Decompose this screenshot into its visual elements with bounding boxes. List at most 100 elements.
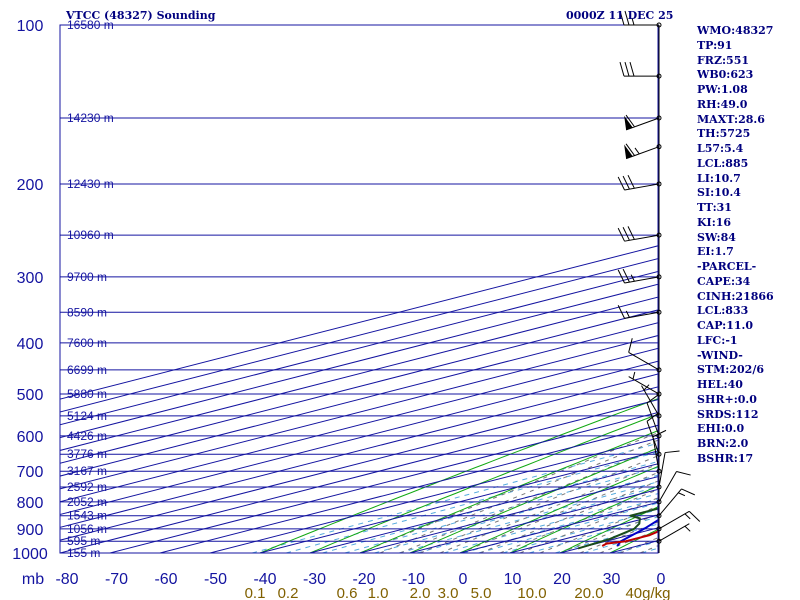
wind-barb-flag [652, 429, 667, 438]
temperature-tick-label: -70 [105, 571, 128, 588]
isotherm [209, 437, 658, 553]
wind-barb-staff [628, 376, 660, 395]
wind-barb-station [656, 413, 662, 419]
wind-barb [619, 10, 662, 28]
height-label: 2052 m [67, 495, 107, 509]
height-label: 3776 m [67, 447, 107, 461]
index-item: HEL:40 [697, 378, 743, 391]
index-item: -WIND- [697, 348, 743, 362]
height-label: 8590 m [67, 305, 107, 319]
wind-barb [656, 488, 695, 519]
wind-barb-station [656, 538, 662, 544]
wind-barb-station [656, 513, 662, 519]
index-item: PW:1.08 [697, 83, 748, 96]
moist-adiabat [439, 463, 658, 553]
mixing-ratio-label: 0.6 [337, 585, 358, 600]
wind-barb-staff [658, 523, 690, 542]
pressure-tick-label: 500 [17, 387, 44, 404]
pressure-tick-label: 1000 [12, 546, 48, 563]
wind-barb-flag [681, 488, 695, 496]
wind-barb-flag [676, 471, 691, 476]
height-label: 5880 m [67, 387, 107, 401]
pressure-tick-label: 700 [17, 464, 44, 481]
mixing-ratio-label: 5.0 [471, 585, 492, 600]
pressure-unit-label: mb [22, 571, 44, 588]
moist-adiabat [479, 480, 658, 553]
chart-title: VTCC (48327) Sounding [66, 9, 216, 22]
wind-barb-flag [627, 226, 635, 240]
index-item: -PARCEL- [697, 260, 757, 273]
index-item: STM:202/6 [697, 363, 764, 377]
wind-barb-pennant [624, 115, 633, 130]
wind-barb [624, 143, 662, 160]
wind-barb-station [656, 367, 662, 373]
mixing-ratio-label: 40g/kg [625, 585, 670, 600]
index-item: MAXT:28.6 [697, 112, 765, 126]
height-label: 14230 m [67, 111, 114, 125]
pressure-tick-label: 600 [17, 429, 44, 446]
wind-barb-half-flag [632, 371, 636, 380]
wind-barb [624, 114, 662, 131]
wind-barb [617, 174, 662, 191]
index-item: CAPE:34 [697, 274, 751, 288]
index-item: EHI:0.0 [697, 422, 745, 436]
temperature-tick-label: 0 [459, 571, 468, 588]
isotherm [60, 322, 658, 477]
wind-barb-flag [617, 305, 625, 319]
pressure-tick-label: 100 [17, 18, 44, 35]
wind-barb-half-flag [684, 525, 691, 532]
wind-barb [656, 450, 680, 490]
wind-barb [619, 62, 662, 79]
temperature-tick-label: -30 [303, 571, 326, 588]
wind-barb-pennant [624, 144, 633, 159]
wind-barb-flag [622, 227, 630, 241]
wind-barb-station [656, 144, 662, 150]
height-label: 1543 m [67, 509, 107, 523]
wind-barb-half-flag [684, 513, 691, 520]
isotherm [60, 386, 658, 541]
wind-barb-flag [646, 412, 660, 422]
wind-barb-flag [688, 510, 701, 522]
index-item: CAP:11.0 [697, 319, 754, 332]
index-item: CINH:21866 [697, 289, 774, 303]
index-item: LI:10.7 [697, 171, 741, 185]
wind-barb-staff [646, 402, 660, 437]
index-item: LCL:885 [697, 156, 749, 170]
pressure-tick-label: 900 [17, 522, 44, 539]
height-label: 155 m [67, 546, 100, 560]
index-item: TP:91 [697, 38, 733, 52]
wind-barb-staff [658, 488, 682, 517]
temperature-tick-label: -10 [402, 571, 425, 588]
temperature-tick-label: 30 [603, 571, 621, 588]
wind-barb-flag [625, 114, 635, 128]
wind-barb [652, 429, 667, 474]
mixing-ratio-label: 1.0 [368, 585, 389, 600]
pressure-tick-label: 400 [17, 336, 44, 353]
wind-barb [628, 371, 662, 397]
index-item: L57:5.4 [697, 142, 744, 155]
wind-barb-station [656, 391, 662, 397]
temperature-tick-label: -80 [55, 571, 78, 588]
index-item: RH:49.0 [697, 97, 748, 111]
wind-barb-half-flag [631, 17, 635, 26]
wind-barb-staff [624, 183, 660, 191]
wind-barb-half-flag [634, 147, 640, 155]
temperature-tick-label: 10 [504, 571, 522, 588]
temperature-tick-label: -20 [352, 571, 375, 588]
wind-barb-flag [617, 227, 625, 242]
wind-barb-flag [619, 10, 625, 26]
isotherm [159, 424, 658, 553]
wind-barb-flag [619, 62, 625, 77]
mixing-ratio-label: 2.0 [410, 585, 431, 600]
chart-time: 0000Z 11 DEC 25 [566, 9, 674, 22]
height-label: 12430 m [67, 177, 114, 191]
isotherm [309, 463, 658, 553]
wind-barb [617, 268, 662, 284]
mixing-ratio-label: 10.0 [517, 585, 546, 600]
height-label: 595 m [67, 534, 100, 548]
index-item: TH:5725 [697, 127, 751, 141]
temperature-tick-label: 0 [657, 571, 666, 588]
wind-barb-flag [627, 174, 635, 189]
moist-adiabat [379, 439, 658, 553]
